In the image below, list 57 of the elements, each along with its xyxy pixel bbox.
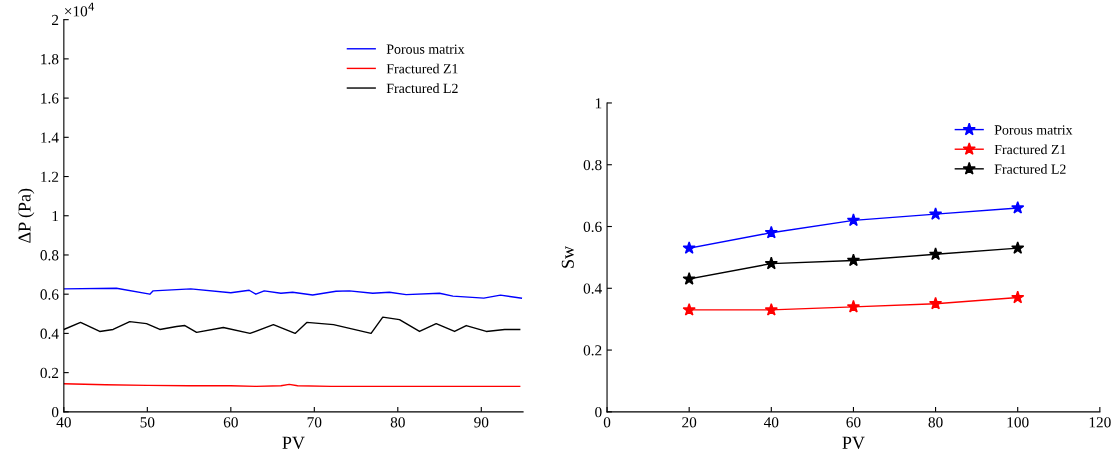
x-axis-title: PV [282, 436, 305, 449]
y-tick-label: 0.4 [40, 328, 59, 339]
y-tick-label: 0.8 [40, 250, 59, 261]
point [1011, 290, 1025, 304]
y-tick-label: 0.4 [583, 283, 602, 294]
y-tick-label: 0.6 [40, 289, 59, 300]
x-tick-label: 40 [56, 417, 71, 428]
point [764, 302, 778, 316]
y-tick-label: 1 [595, 98, 602, 109]
y-axis-title: Sw [561, 245, 574, 268]
x-tick-label: 80 [928, 417, 943, 428]
point [764, 256, 778, 270]
y-tick-label: 2 [52, 14, 59, 25]
point [682, 241, 696, 254]
point [928, 207, 943, 220]
point [1011, 201, 1025, 214]
point [846, 253, 861, 267]
legend-label: Fractured L2 [994, 164, 1066, 174]
legend-label: Porous matrix [386, 44, 465, 54]
y-tick-label: 1.2 [41, 171, 59, 183]
x-tick-label: 120 [1089, 417, 1111, 428]
y-tick-label: 0 [51, 406, 59, 418]
x-tick-label: 70 [307, 417, 322, 428]
y-tick-label: 0.2 [40, 367, 59, 379]
y-tick-label: 0.2 [583, 345, 602, 356]
point [846, 299, 861, 313]
y-tick-label: 1.6 [41, 93, 59, 104]
legend-label: Fractured Z1 [386, 63, 458, 74]
point [928, 247, 943, 261]
x-tick-label: 100 [1007, 417, 1029, 428]
legend-label: Fractured L2 [386, 83, 458, 94]
y-tick-label: 0 [595, 406, 602, 418]
x-axis-title: PV [842, 436, 865, 449]
point [846, 213, 861, 227]
y-axis-title: ΔP (Pa) [17, 188, 35, 243]
x-tick-label: 20 [682, 417, 697, 428]
y-tick-label: 0.8 [583, 159, 602, 171]
point [682, 302, 696, 316]
y-tick-label: 1.8 [41, 54, 59, 65]
legend-label: Fractured Z1 [994, 144, 1066, 155]
y-tick-label: 1.4 [41, 132, 59, 143]
x-tick-label: 50 [140, 417, 155, 428]
x-tick-label: 60 [223, 417, 238, 428]
legend-label: Porous matrix [994, 125, 1073, 135]
point [1011, 241, 1025, 254]
point [682, 272, 696, 285]
x-tick-label: 0 [603, 417, 611, 428]
text: ×10$^{4}$ [65, 2, 95, 17]
point [764, 225, 778, 239]
x-tick-label: 40 [763, 417, 779, 428]
x-tick-label: 80 [390, 417, 405, 428]
x-tick-label: 60 [846, 417, 861, 428]
line-series [63, 287, 523, 299]
y-tick-label: 0.6 [583, 221, 602, 233]
y-tick-label: 1 [52, 210, 59, 222]
point [928, 296, 943, 310]
x-tick-label: 90 [474, 417, 489, 428]
